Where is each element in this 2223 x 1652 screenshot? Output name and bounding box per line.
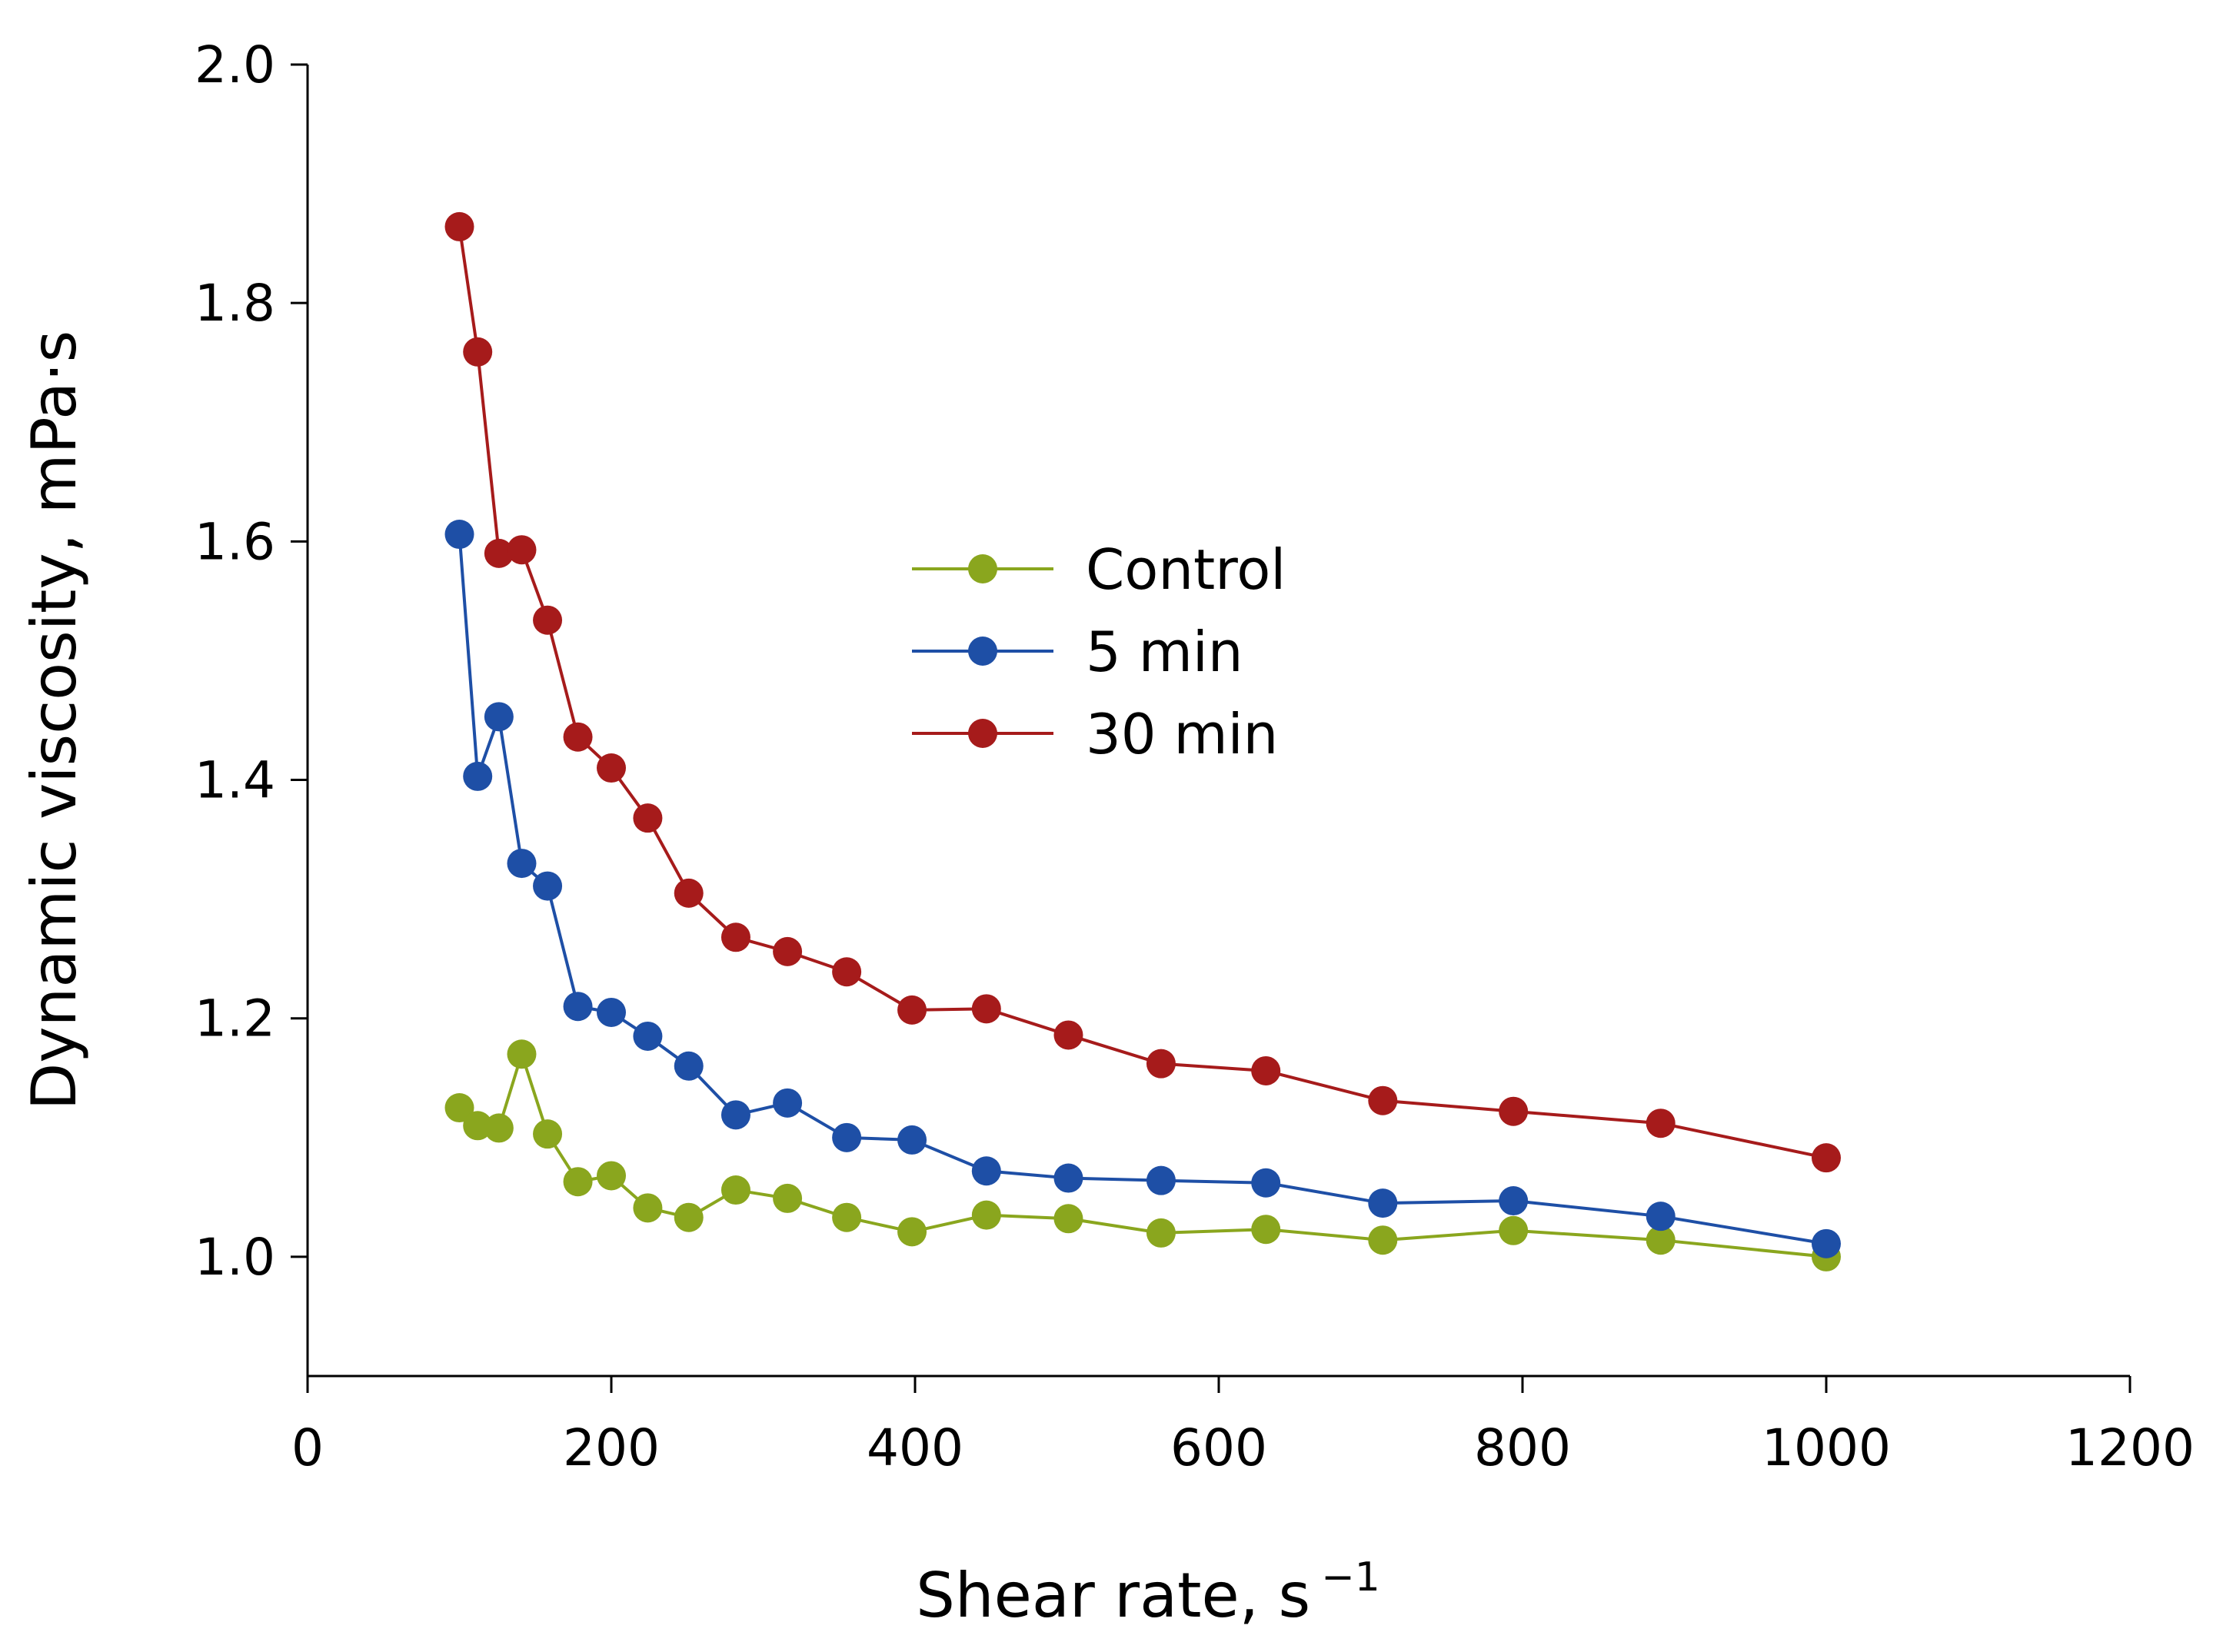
data-point-30-min: [1499, 1096, 1529, 1126]
data-point-5-min: [444, 520, 474, 550]
data-point-30-min: [444, 211, 474, 241]
data-point-5-min: [674, 1051, 704, 1081]
data-point-30-min: [773, 936, 803, 966]
data-point-5-min: [597, 997, 626, 1027]
legend-label: Control: [1086, 537, 1286, 602]
data-point-30-min: [1146, 1049, 1176, 1079]
legend: Control 5 min 30 min: [912, 537, 1286, 766]
data-point-5-min: [1646, 1202, 1676, 1232]
series-line-control: [458, 1052, 1827, 1258]
data-point-control: [1053, 1204, 1083, 1234]
series-line-30-min: [458, 226, 1827, 1160]
data-point-5-min: [1499, 1186, 1529, 1216]
data-point-control: [1499, 1215, 1529, 1245]
y-tick-label: 1.0: [195, 1228, 275, 1287]
series-5-min: [444, 520, 1841, 1258]
data-point-30-min: [1251, 1055, 1281, 1085]
data-point-control: [597, 1161, 626, 1191]
x-tick-label: 0: [291, 1418, 324, 1477]
x-axis-title-main: Shear rate, s: [916, 1560, 1310, 1631]
data-point-control: [674, 1202, 704, 1232]
y-tick-label: 2.0: [195, 35, 275, 95]
data-point-30-min: [720, 922, 750, 952]
data-point-5-min: [507, 849, 537, 879]
y-tick-label: 1.6: [195, 512, 275, 571]
series-control: [444, 1039, 1841, 1271]
data-point-5-min: [1251, 1168, 1281, 1198]
x-tick-label: 800: [1474, 1418, 1571, 1477]
data-point-5-min: [463, 761, 493, 791]
legend-item-30-min: 30 min: [912, 702, 1278, 766]
x-tick-label: 600: [1170, 1418, 1267, 1477]
data-point-control: [533, 1119, 563, 1149]
legend-marker: [968, 637, 997, 666]
legend-marker: [968, 719, 997, 748]
data-point-control: [1368, 1225, 1398, 1255]
x-tick-label: 200: [563, 1418, 660, 1477]
data-point-control: [563, 1167, 593, 1197]
data-point-30-min: [484, 538, 514, 568]
data-point-30-min: [463, 337, 493, 367]
data-point-30-min: [897, 995, 927, 1025]
y-tick-label: 1.8: [195, 274, 275, 333]
x-axis-title: Shear rate, s −1: [916, 1554, 1380, 1631]
data-point-30-min: [597, 753, 626, 783]
data-point-control: [1646, 1225, 1676, 1255]
data-point-5-min: [1053, 1163, 1083, 1193]
data-point-5-min: [633, 1021, 663, 1051]
data-point-control: [1251, 1215, 1281, 1245]
y-axis-ticks: 1.0 1.2 1.4 1.6 1.8 2.0: [195, 35, 308, 1287]
data-point-control: [773, 1183, 803, 1213]
x-axis-title-exponent: −1: [1321, 1554, 1380, 1600]
data-point-5-min: [897, 1125, 927, 1155]
x-axis-ticks: 0 200 400 600 800 1000 1200: [291, 1376, 2195, 1477]
data-point-5-min: [484, 702, 514, 732]
data-point-30-min: [971, 994, 1001, 1024]
data-point-5-min: [1368, 1188, 1398, 1218]
data-point-control: [971, 1200, 1001, 1230]
data-point-30-min: [1646, 1109, 1676, 1138]
data-point-5-min: [773, 1088, 803, 1118]
data-point-30-min: [1368, 1085, 1398, 1115]
plot-area: 1.0 1.2 1.4 1.6 1.8 2.0 0 200 400 600 800 1000 1200: [195, 35, 2195, 1477]
y-tick-label: 1.4: [195, 751, 275, 810]
data-point-30-min: [633, 803, 663, 833]
x-tick-label: 400: [867, 1418, 963, 1477]
data-point-control: [897, 1217, 927, 1247]
data-point-control: [720, 1175, 750, 1205]
data-point-30-min: [563, 722, 593, 752]
data-point-control: [507, 1039, 537, 1069]
data-point-5-min: [971, 1156, 1001, 1186]
data-point-30-min: [674, 878, 704, 908]
data-point-control: [444, 1093, 474, 1123]
data-point-control: [463, 1111, 493, 1141]
data-point-control: [633, 1193, 663, 1223]
data-point-5-min: [533, 871, 563, 901]
legend-item-control: Control: [912, 537, 1286, 602]
data-point-5-min: [1812, 1228, 1841, 1258]
data-point-5-min: [720, 1100, 750, 1130]
data-point-5-min: [1146, 1165, 1176, 1195]
series-30-min: [444, 211, 1841, 1173]
data-point-30-min: [533, 605, 563, 635]
data-point-control: [1146, 1218, 1176, 1248]
y-axis-title: Dynamic viscosity, mPa·s: [18, 331, 90, 1111]
legend-item-5-min: 5 min: [912, 620, 1243, 684]
data-point-5-min: [563, 992, 593, 1022]
legend-label: 30 min: [1086, 702, 1278, 766]
data-point-30-min: [1053, 1020, 1083, 1050]
x-tick-label: 1000: [1762, 1418, 1891, 1477]
series-layer: [444, 211, 1841, 1271]
x-tick-label: 1200: [2065, 1418, 2195, 1477]
y-tick-label: 1.2: [195, 989, 275, 1049]
data-point-30-min: [832, 957, 862, 987]
data-point-30-min: [1812, 1143, 1841, 1173]
data-point-30-min: [507, 535, 537, 565]
legend-label: 5 min: [1086, 620, 1243, 684]
data-point-control: [832, 1202, 862, 1232]
data-point-5-min: [832, 1122, 862, 1152]
data-point-control: [484, 1113, 514, 1143]
legend-marker: [968, 554, 997, 583]
